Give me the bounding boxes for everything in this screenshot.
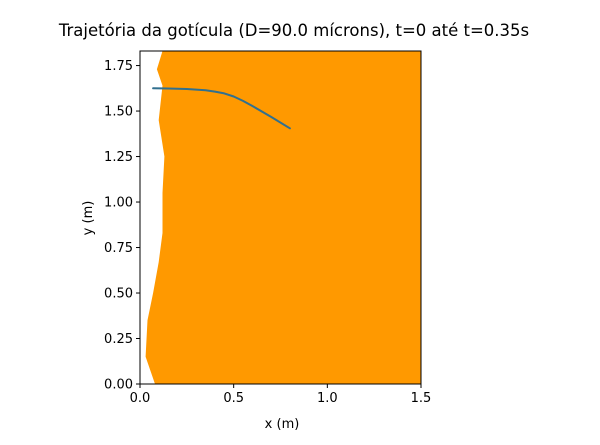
plot-area — [145, 51, 421, 384]
y-tick-label: 1.00 — [104, 196, 133, 211]
x-tick-label: 0.0 — [130, 391, 151, 406]
x-tick-label: 0.5 — [223, 391, 244, 406]
x-tick-label: 1.0 — [317, 391, 338, 406]
y-tick-label: 1.75 — [104, 59, 133, 74]
y-tick-label: 1.50 — [104, 105, 133, 120]
y-tick-label: 0.00 — [104, 378, 133, 393]
chart-title: Trajetória da gotícula (D=90.0 mícrons),… — [58, 21, 529, 40]
filled-region — [145, 51, 421, 384]
trajectory-line — [152, 87, 291, 130]
y-tick-label: 0.50 — [104, 287, 133, 302]
axes-frame — [139, 50, 422, 385]
y-tick-label: 0.25 — [104, 332, 133, 347]
y-tick-label: 0.75 — [104, 241, 133, 256]
axes: 0.0 0.5 1.0 1.5 0.00 0.25 0.50 0.75 1.00 1.25 1.50… — [104, 50, 432, 406]
y-tick-label: 1.25 — [104, 150, 133, 165]
y-axis-label: y (m) — [81, 201, 96, 236]
x-axis-label: x (m) — [265, 417, 300, 432]
x-tick-label: 1.5 — [411, 391, 432, 406]
